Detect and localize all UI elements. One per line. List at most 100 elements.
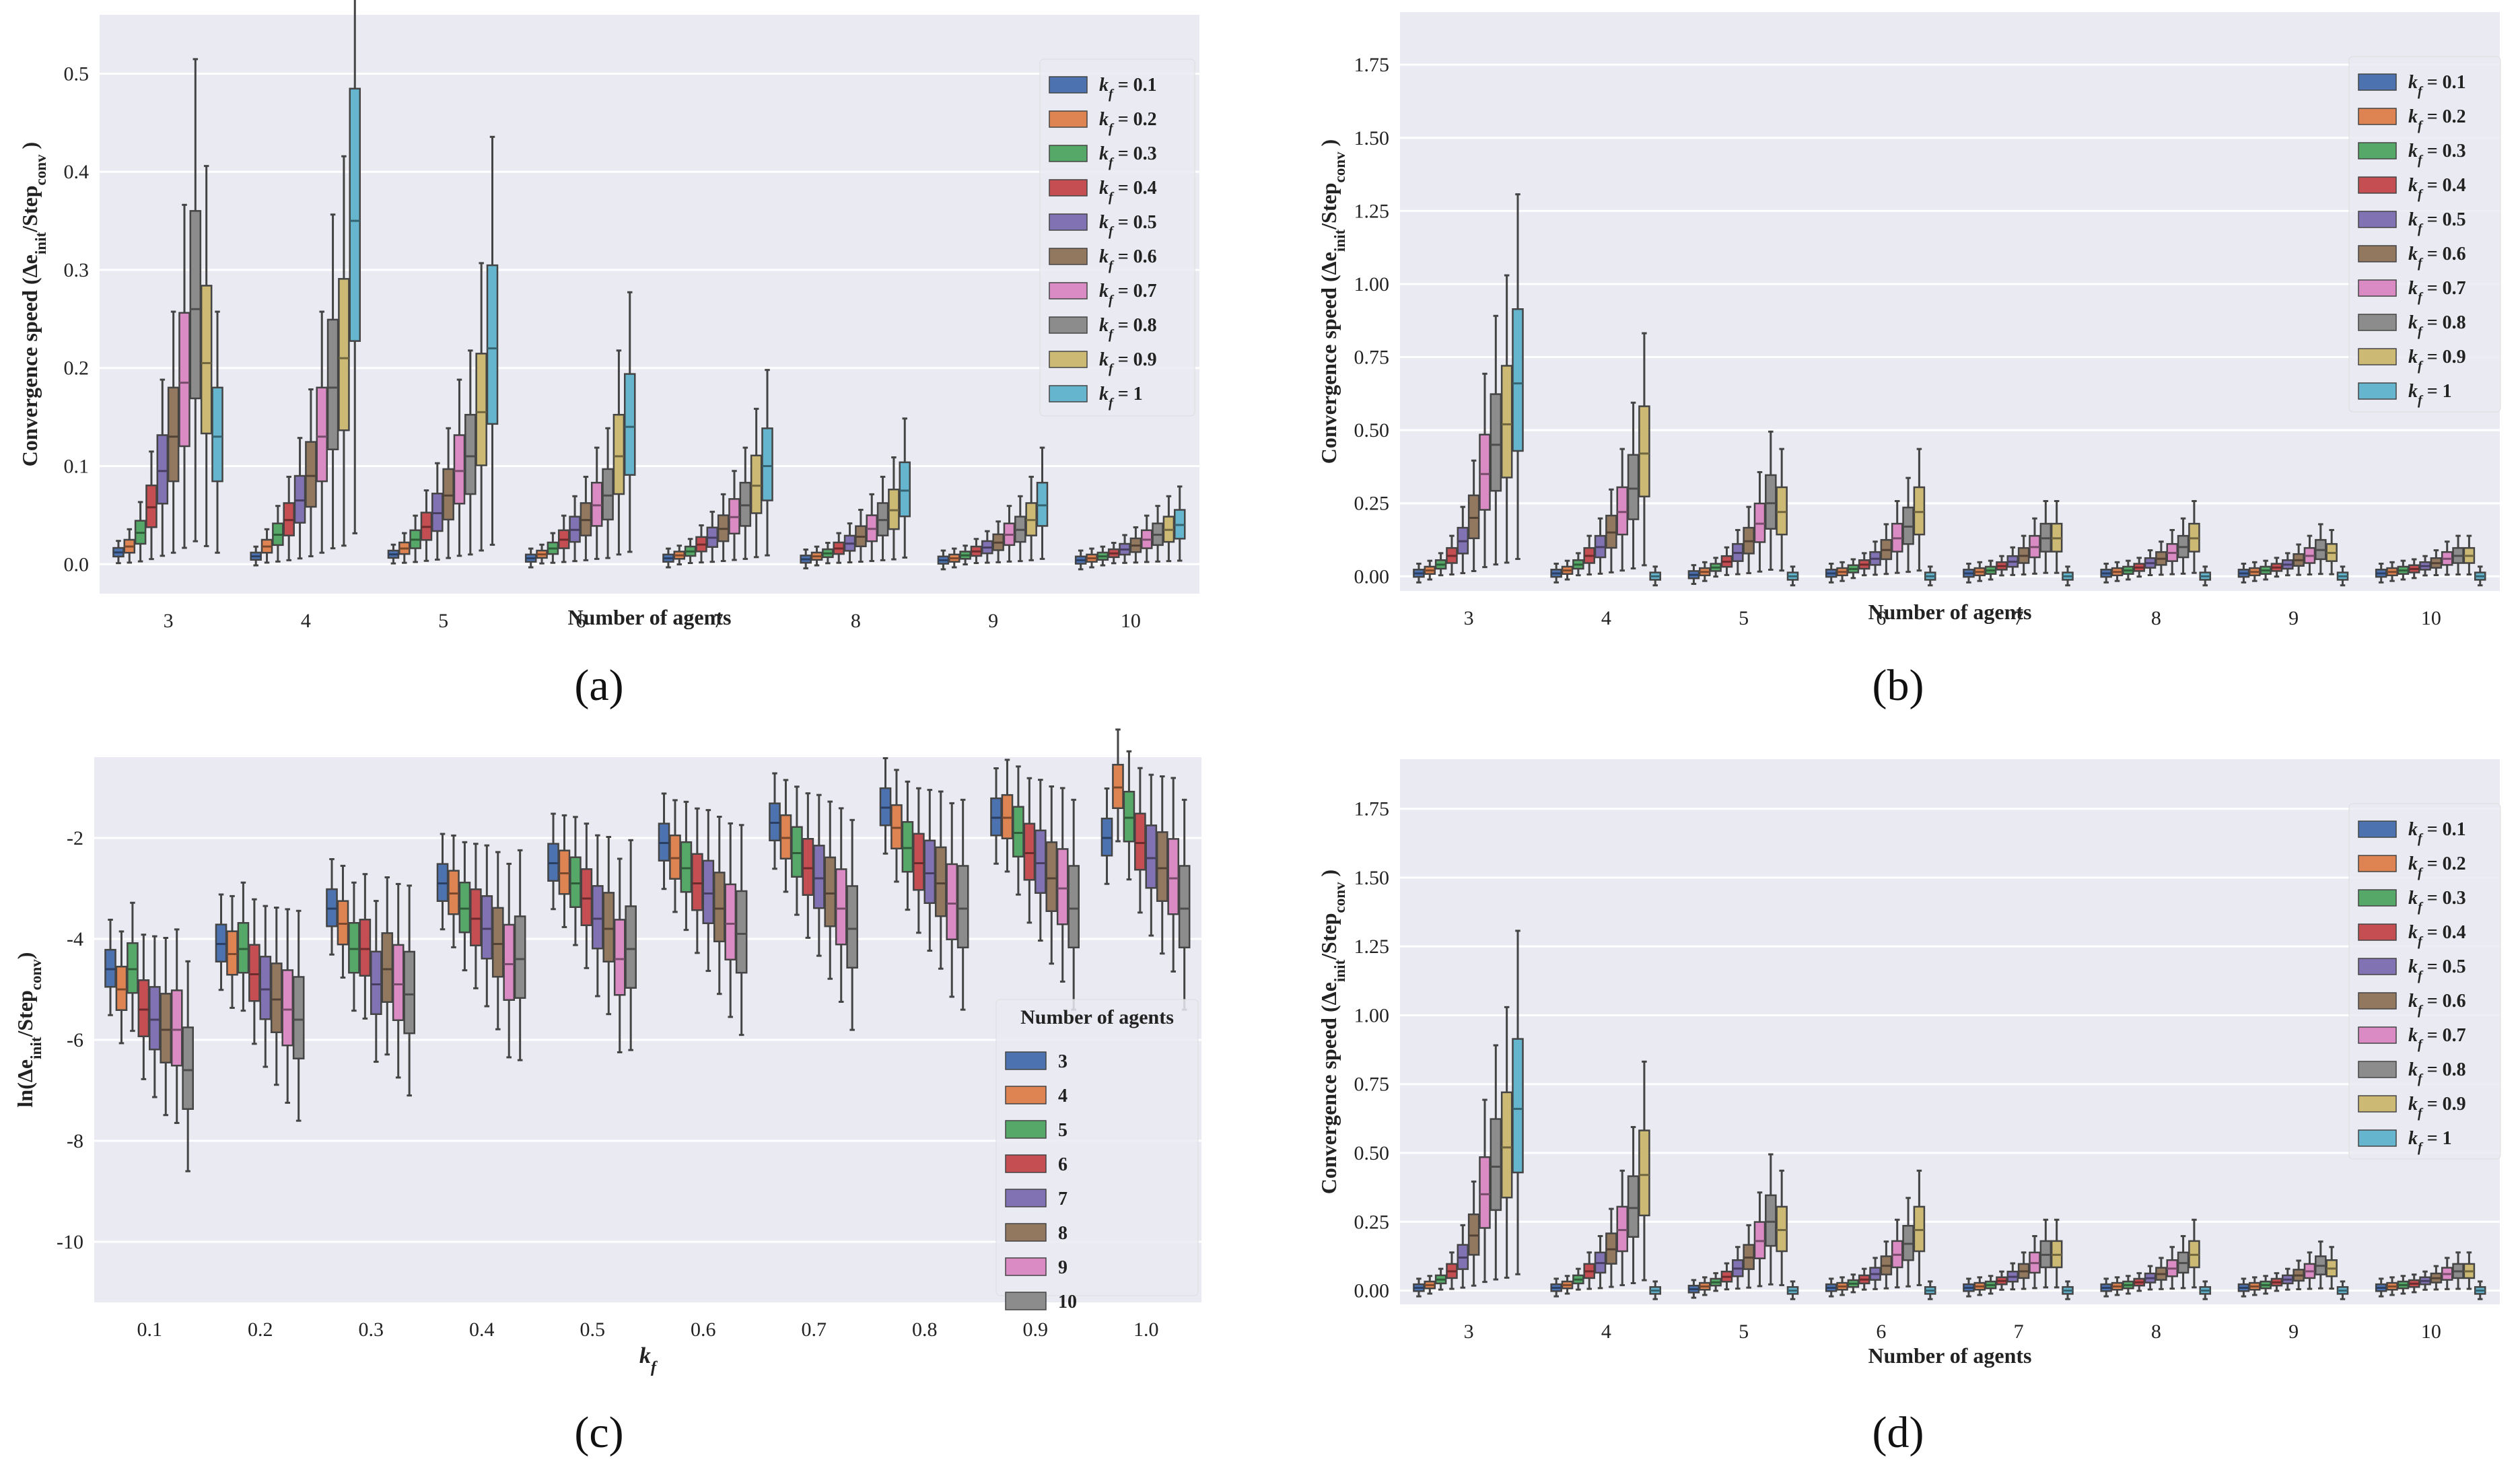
legend-label-sub: f bbox=[2418, 118, 2424, 133]
legend-label-k: k bbox=[1099, 384, 1109, 405]
box bbox=[1129, 526, 1142, 564]
box-body bbox=[1500, 365, 1513, 479]
box-body bbox=[381, 932, 394, 1003]
box-body bbox=[1012, 806, 1024, 857]
box-body bbox=[1001, 794, 1014, 840]
legend-label-value: = 0.9 bbox=[2422, 1094, 2466, 1115]
y-tick-label: 1.75 bbox=[1354, 798, 1390, 820]
y-tick-label: 0.2 bbox=[64, 357, 90, 380]
x-tick-label: 7 bbox=[713, 610, 724, 632]
box-body bbox=[1638, 405, 1650, 497]
box bbox=[1638, 332, 1650, 567]
y-axis-label: Convergence speed (Δeinit/Stepconv ) bbox=[1317, 870, 1348, 1194]
box bbox=[1424, 559, 1436, 581]
box bbox=[1649, 1280, 1662, 1300]
box-body bbox=[934, 846, 947, 917]
legend-label-value: = 0.4 bbox=[1113, 178, 1157, 199]
box-body bbox=[613, 919, 626, 996]
box-body bbox=[403, 950, 415, 1034]
legend-label: 4 bbox=[1058, 1086, 1068, 1106]
y-axis-label-part: /Step bbox=[1317, 913, 1341, 960]
box-body bbox=[680, 841, 693, 893]
box bbox=[1479, 1098, 1491, 1284]
box bbox=[149, 935, 161, 1098]
box bbox=[112, 540, 125, 565]
box-body bbox=[1145, 824, 1158, 889]
box-body bbox=[1178, 865, 1191, 948]
box bbox=[2419, 555, 2431, 577]
legend-label: kf = 0.7 bbox=[2408, 1025, 2466, 1052]
box bbox=[1112, 728, 1124, 843]
box bbox=[1880, 523, 1893, 575]
box bbox=[115, 930, 128, 1045]
legend-swatch bbox=[2358, 348, 2397, 365]
box bbox=[1743, 505, 1755, 575]
legend-label-sub: f bbox=[2418, 290, 2424, 305]
box bbox=[1446, 534, 1458, 576]
legend-label: kf = 0.5 bbox=[2408, 956, 2466, 983]
box-body bbox=[1776, 486, 1788, 536]
legend-label-value: = 0.5 bbox=[2422, 956, 2466, 977]
box bbox=[1847, 1273, 1860, 1294]
legend-swatch bbox=[1005, 1189, 1047, 1207]
box bbox=[1074, 549, 1087, 571]
x-tick-label: 5 bbox=[438, 610, 448, 632]
box-body bbox=[1512, 308, 1524, 452]
box bbox=[211, 310, 223, 554]
box bbox=[2282, 1267, 2294, 1291]
box-body bbox=[211, 386, 223, 483]
legend-label: kf = 0.7 bbox=[2408, 278, 2466, 305]
legend: Number of agents 3 4 5 6 7 8 9 10 bbox=[995, 999, 1199, 1312]
box bbox=[1434, 552, 1447, 577]
box bbox=[959, 544, 971, 566]
legend-label-sub: f bbox=[2418, 831, 2424, 846]
box bbox=[2100, 1277, 2112, 1298]
box bbox=[2292, 1259, 2305, 1291]
box bbox=[1786, 565, 1799, 587]
legend-label-sub: f bbox=[2418, 1003, 2424, 1018]
box bbox=[1140, 514, 1153, 563]
box-body bbox=[127, 942, 139, 994]
legend-label-value: = 1 bbox=[2422, 381, 2452, 402]
box bbox=[431, 462, 444, 561]
legend-label-k: k bbox=[2408, 956, 2418, 977]
box bbox=[2315, 1240, 2327, 1290]
box bbox=[170, 928, 183, 1124]
box-body bbox=[178, 312, 190, 448]
box-body bbox=[612, 413, 625, 495]
box bbox=[2408, 558, 2420, 579]
box-body bbox=[739, 481, 752, 527]
box bbox=[1003, 505, 1016, 563]
box bbox=[913, 787, 925, 934]
box bbox=[2050, 1218, 2063, 1289]
box bbox=[486, 135, 499, 546]
box bbox=[843, 522, 856, 564]
box bbox=[706, 510, 719, 563]
legend-label-k: k bbox=[2408, 888, 2418, 909]
box bbox=[669, 799, 681, 913]
box bbox=[248, 898, 260, 1045]
legend-label-k: k bbox=[2408, 1025, 2418, 1046]
box bbox=[1869, 540, 1881, 576]
box bbox=[750, 407, 763, 559]
legend-label-value: = 0.3 bbox=[2422, 888, 2466, 909]
box bbox=[680, 800, 693, 932]
box bbox=[403, 884, 415, 1097]
box bbox=[1720, 546, 1733, 576]
legend-label-k: k bbox=[2408, 278, 2418, 299]
box-body bbox=[338, 278, 350, 431]
box bbox=[2155, 540, 2167, 576]
box bbox=[178, 203, 190, 549]
box bbox=[2111, 1276, 2124, 1296]
box bbox=[1490, 314, 1502, 566]
box bbox=[2144, 549, 2157, 577]
legend-label-k: k bbox=[2408, 209, 2418, 230]
legend-label-k: k bbox=[2408, 853, 2418, 874]
box bbox=[2249, 1276, 2261, 1296]
legend-label: kf = 0.6 bbox=[2408, 244, 2466, 271]
legend-label-value: = 0.9 bbox=[1113, 349, 1157, 370]
box bbox=[1457, 1224, 1469, 1289]
legend-label: kf = 0.9 bbox=[2408, 1094, 2466, 1121]
box bbox=[2039, 1218, 2052, 1289]
